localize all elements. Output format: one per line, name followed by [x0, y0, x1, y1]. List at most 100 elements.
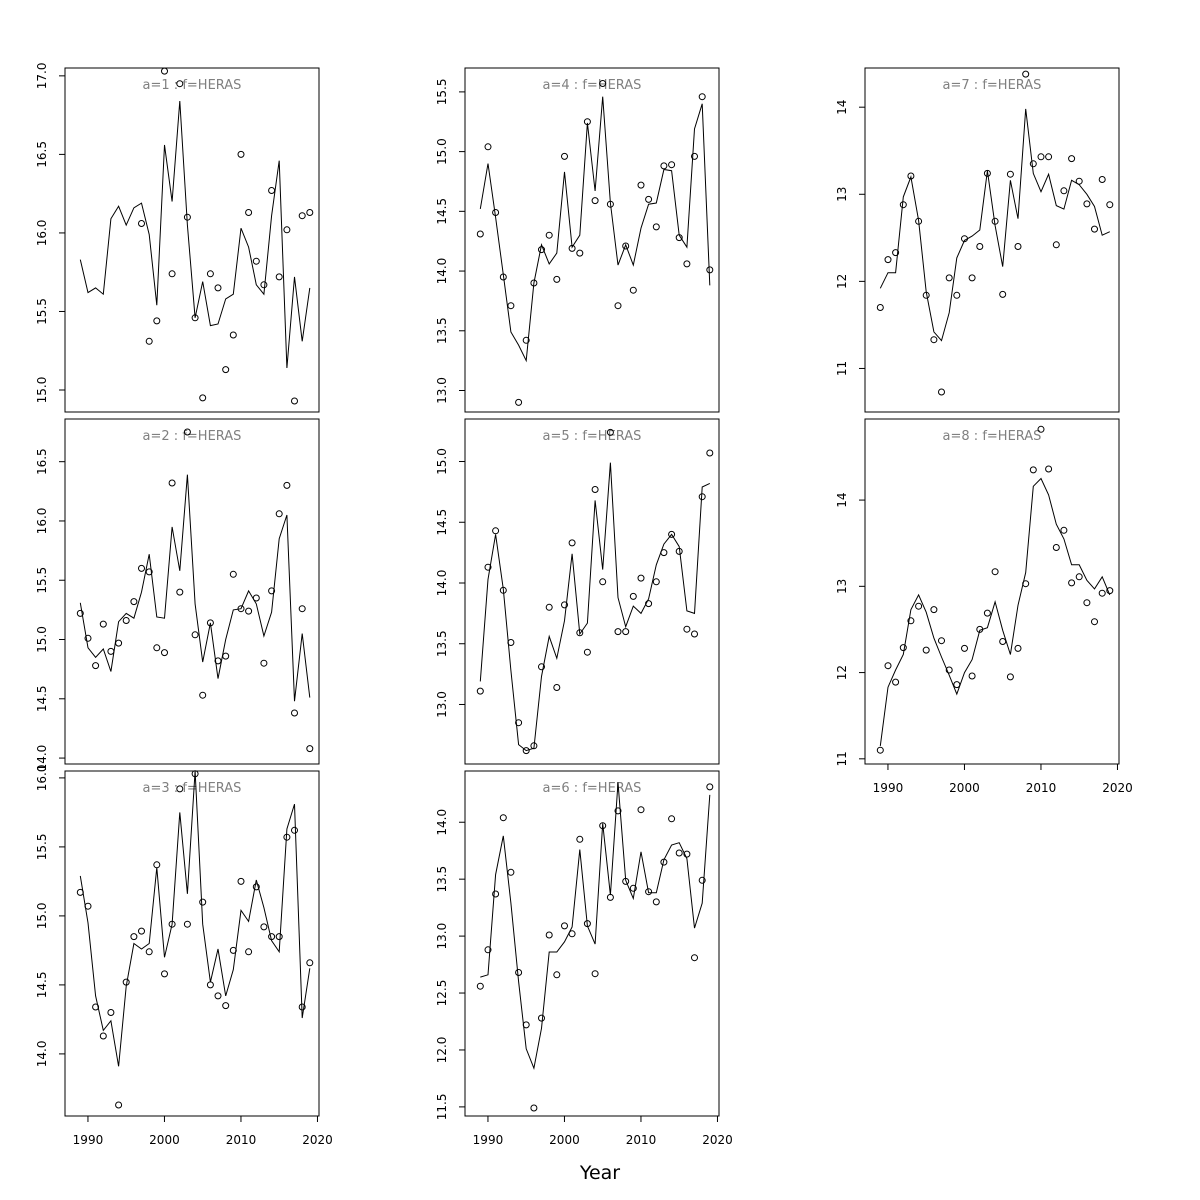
observed-point	[576, 629, 584, 637]
observed-point	[199, 394, 207, 402]
y-tick-label: 16.0	[35, 220, 49, 247]
observed-point	[1006, 170, 1014, 178]
panel: a=2 : f=HERAS 14.0 14.5 15.0 15.5 16.0 16.5	[35, 418, 320, 771]
observed-point	[930, 606, 938, 614]
observed-point	[622, 877, 630, 885]
observed-point	[568, 930, 576, 938]
fitted-line	[479, 462, 711, 752]
y-tick-label: 11	[835, 361, 849, 376]
observed-point	[484, 143, 492, 151]
observed-point	[176, 588, 184, 596]
y-tick-label: 14.5	[35, 685, 49, 712]
observed-point	[999, 290, 1007, 298]
observed-point	[1045, 465, 1053, 473]
observed-point	[99, 1032, 107, 1040]
panel-title: a=8 : f=HERAS	[943, 429, 1042, 444]
y-tick-label: 13	[835, 187, 849, 202]
observed-point	[1106, 201, 1114, 209]
plot-frame	[64, 418, 320, 765]
panel-title: a=4 : f=HERAS	[543, 78, 642, 93]
observed-point	[599, 578, 607, 586]
observed-point	[245, 607, 253, 615]
observed-point	[191, 770, 199, 778]
plot-frame	[864, 418, 1120, 765]
y-tick-label: 14	[835, 100, 849, 115]
observed-point	[84, 634, 92, 642]
observed-point	[652, 578, 660, 586]
observed-point	[252, 257, 260, 265]
observed-point	[683, 260, 691, 268]
observed-point	[237, 150, 245, 158]
observed-point	[1022, 580, 1030, 588]
observed-point	[538, 663, 545, 671]
observed-point	[660, 858, 668, 866]
observed-point	[706, 449, 714, 457]
observed-point	[629, 884, 637, 892]
observed-point	[161, 67, 168, 75]
x-tick-label: 2010	[626, 1133, 657, 1147]
observed-point	[176, 785, 184, 793]
plot-frame	[464, 418, 720, 765]
y-tick-label: 15.5	[35, 567, 49, 594]
observed-point	[245, 209, 253, 216]
observed-point	[499, 586, 507, 594]
y-tick-label: 14.5	[435, 198, 449, 225]
y-tick-label: 13.0	[435, 923, 449, 950]
observed-point	[1037, 153, 1045, 161]
observed-point	[553, 684, 561, 691]
observed-point	[691, 152, 698, 160]
observed-point	[492, 890, 500, 898]
observed-point	[629, 592, 637, 600]
observed-point	[999, 638, 1007, 645]
observed-point	[983, 609, 991, 617]
observed-point	[907, 172, 915, 180]
observed-point	[1014, 644, 1022, 652]
observed-point	[899, 201, 907, 209]
fitted-line	[480, 782, 711, 1070]
observed-point	[876, 304, 884, 311]
observed-point	[252, 594, 260, 602]
observed-point	[298, 1003, 306, 1011]
observed-point	[706, 783, 714, 791]
observed-point	[614, 302, 622, 310]
observed-point	[268, 187, 276, 194]
y-tick-label: 17.0	[35, 62, 49, 89]
observed-point	[499, 273, 507, 281]
observed-point	[538, 1014, 545, 1022]
observed-point	[698, 493, 706, 501]
observed-point	[637, 181, 645, 189]
panel: a=8 : f=HERAS 11 12 13 14 1990 2000 2010 2020	[835, 418, 1133, 795]
observed-point	[660, 162, 668, 170]
observed-point	[945, 666, 953, 674]
observed-point	[530, 1104, 538, 1112]
panel: a=6 : f=HERAS 11.5 12.0 12.5 13.0 13.5 14.0 199…	[435, 770, 733, 1147]
observed-point	[306, 209, 314, 216]
observed-point	[291, 709, 298, 717]
plot-frame	[464, 67, 720, 413]
x-tick-label: 2000	[949, 781, 980, 795]
observed-point	[222, 1002, 230, 1010]
panel: a=1 : f=HERAS 15.0 15.5 16.0 16.5 17.0	[35, 62, 320, 413]
observed-point	[283, 226, 291, 234]
observed-point	[1091, 225, 1098, 233]
observed-point	[145, 948, 153, 956]
x-tick-label: 2020	[1102, 781, 1133, 795]
y-tick-label: 14.0	[435, 809, 449, 836]
observed-point	[538, 246, 545, 254]
observed-point	[306, 745, 314, 753]
observed-point	[1075, 573, 1083, 581]
observed-point	[206, 619, 214, 627]
y-tick-label: 14.0	[435, 570, 449, 597]
x-tick-label: 2020	[302, 1133, 333, 1147]
observed-point	[130, 933, 138, 941]
observed-point	[153, 644, 161, 652]
panel-title: a=1 : f=HERAS	[143, 78, 242, 93]
observed-point	[907, 617, 915, 625]
panel-title: a=3 : f=HERAS	[143, 781, 242, 796]
y-tick-label: 16.0	[35, 508, 49, 535]
observed-point	[930, 336, 938, 344]
observed-point	[606, 200, 614, 208]
observed-point	[968, 274, 976, 282]
observed-point	[660, 549, 668, 557]
observed-point	[545, 231, 553, 239]
